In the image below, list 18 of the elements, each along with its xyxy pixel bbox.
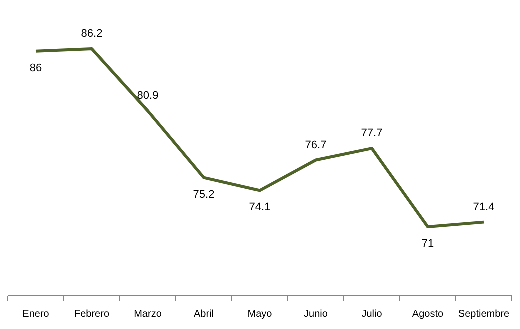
x-tick-label: Junio xyxy=(304,309,328,320)
data-label: 75.2 xyxy=(193,188,215,201)
x-tick-label: Agosto xyxy=(412,309,444,320)
data-label: 71 xyxy=(422,238,434,250)
x-tick-label: Julio xyxy=(362,309,383,320)
data-label: 80.9 xyxy=(137,90,159,102)
x-tick-label: Febrero xyxy=(74,309,110,320)
data-label: 77.7 xyxy=(361,128,383,140)
x-tick-label: Abril xyxy=(194,309,214,320)
data-label: 86 xyxy=(30,62,42,74)
x-tick-label: Mayo xyxy=(248,309,273,320)
data-label: 74.1 xyxy=(249,202,271,214)
data-label: 86.2 xyxy=(81,28,103,40)
data-label: 71.4 xyxy=(473,201,495,214)
data-label: 76.7 xyxy=(305,139,327,152)
x-tick-label: Septiembre xyxy=(458,309,510,320)
x-tick-label: Marzo xyxy=(134,309,162,320)
x-tick-label: Enero xyxy=(22,309,50,320)
